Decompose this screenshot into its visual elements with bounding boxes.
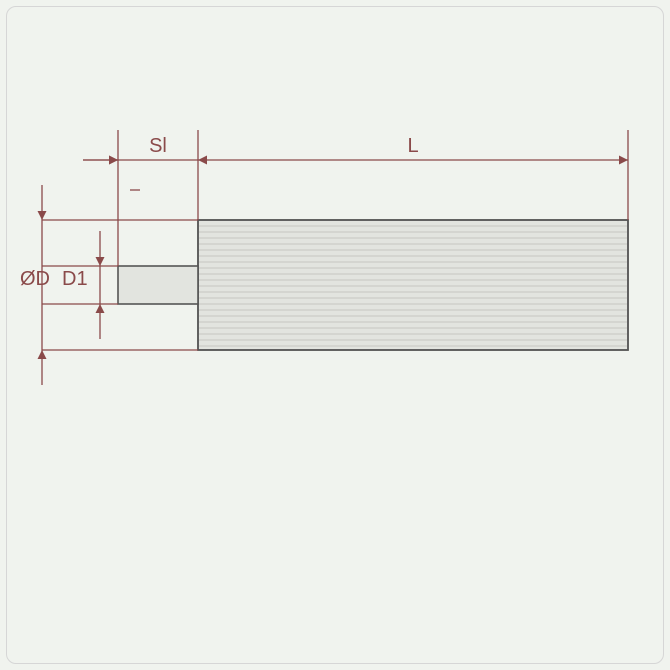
svg-text:D1: D1 — [62, 268, 88, 290]
svg-text:ØD: ØD — [20, 268, 50, 290]
svg-text:Sl: Sl — [149, 135, 167, 157]
technical-drawing-svg: L Sl ØD D1 — [0, 0, 670, 670]
diagram-canvas: L Sl ØD D1 — [0, 0, 670, 670]
svg-text:L: L — [407, 135, 418, 157]
